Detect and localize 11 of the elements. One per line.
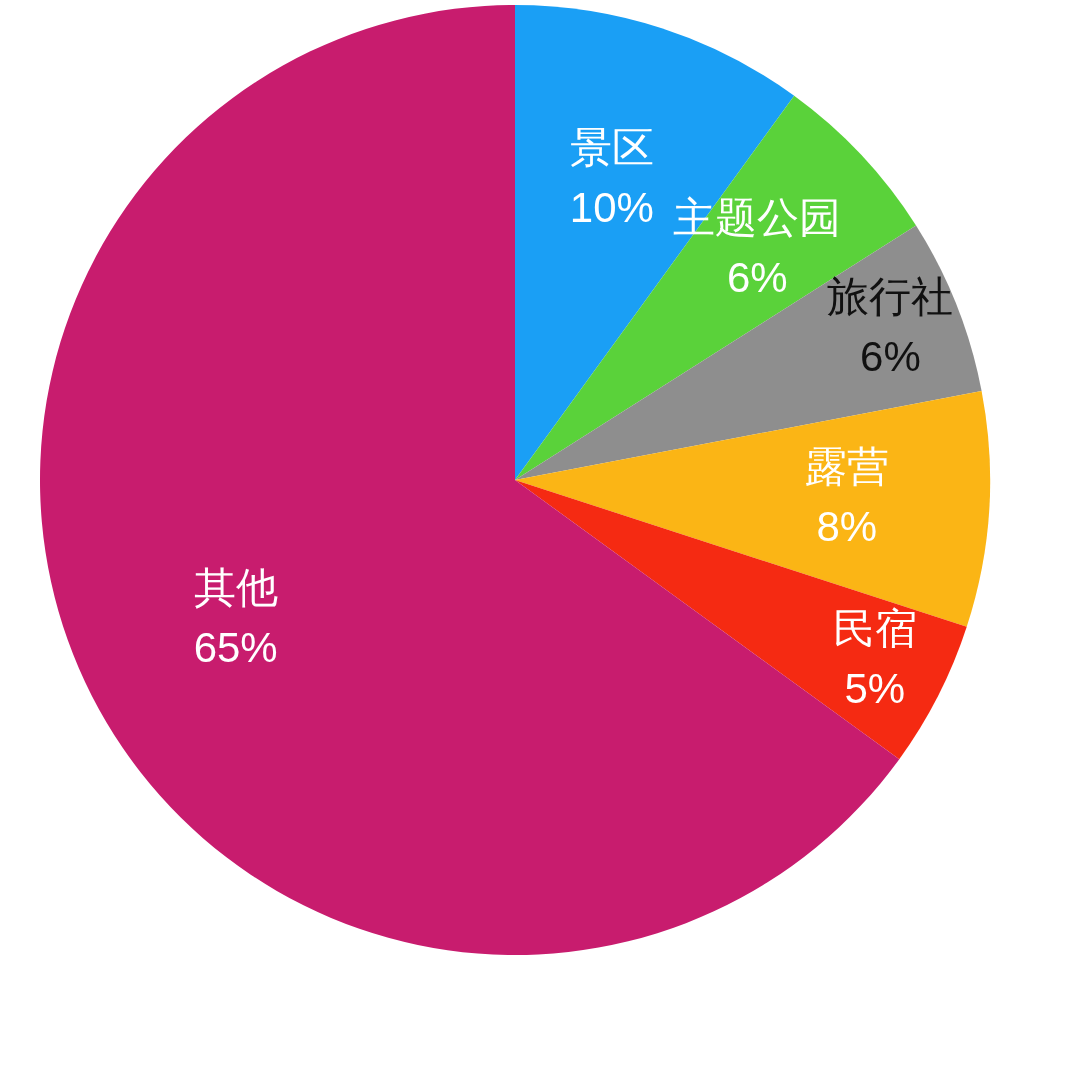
slice-label: 旅行社	[827, 273, 954, 321]
slice-label: 露营	[804, 442, 889, 490]
data-label: 6%	[727, 254, 788, 302]
data-label: 8%	[816, 502, 878, 550]
slice-label: 其他	[193, 564, 278, 612]
data-label: 10%	[569, 183, 654, 231]
data-label: 6%	[860, 333, 921, 381]
data-label: 65%	[193, 624, 278, 672]
slice-label: 民宿	[832, 605, 917, 653]
slice-label: 景区	[569, 123, 654, 171]
data-label: 5%	[844, 665, 906, 713]
